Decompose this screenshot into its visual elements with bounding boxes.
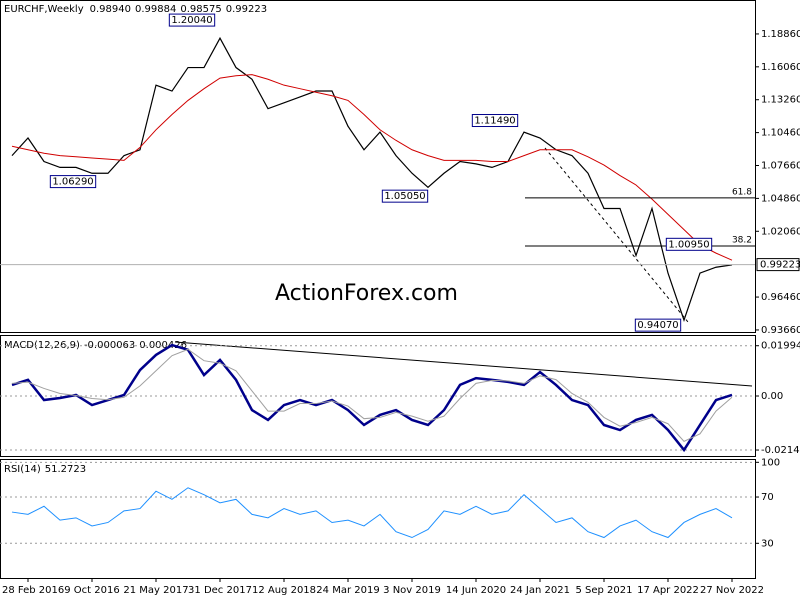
price-annotation: 1.11490 <box>474 116 515 127</box>
x-tick-label: 24 Jan 2021 <box>510 585 570 596</box>
price-annotation: 1.20040 <box>171 15 212 26</box>
x-tick-label: 9 Oct 2016 <box>64 585 119 596</box>
last-price-label: 0.99223 <box>760 260 800 271</box>
y-tick-label: 0.96460 <box>761 292 800 303</box>
price-annotation: 1.00950 <box>668 239 709 250</box>
y-tick-label: 30 <box>761 538 774 549</box>
y-tick-label: 0.019943 <box>761 341 800 352</box>
indicator-readout: 0.000426 <box>139 340 187 351</box>
y-tick-label: -0.021434 <box>761 445 800 456</box>
price-annotation: 0.94070 <box>637 320 678 331</box>
series-line <box>11 36 733 322</box>
x-tick-label: 14 Jun 2020 <box>446 585 506 596</box>
x-tick-label: 24 Mar 2019 <box>316 585 379 596</box>
series-line <box>11 343 733 453</box>
ohlc-readout: 0.99884 <box>135 4 176 15</box>
retracement-line <box>544 147 689 323</box>
price-annotation-box <box>471 114 519 128</box>
last-price-box <box>756 258 800 272</box>
price-annotation-box <box>49 175 97 189</box>
price-annotation: 1.05050 <box>384 191 425 202</box>
plot-layer: EURCHF,Weekly 0.98940 0.99884 0.98575 0.9922… <box>0 4 800 596</box>
y-tick-label: 1.02060 <box>761 226 800 237</box>
x-tick-label: 28 Feb 2016 <box>2 585 64 596</box>
y-tick-label: 0.93660 <box>761 325 800 336</box>
y-tick-label: 1.07660 <box>761 161 800 172</box>
fib-level-label: 38.2 <box>732 235 752 245</box>
indicator-readout: -0.000063 <box>84 340 135 351</box>
price-annotation-box <box>634 318 682 332</box>
indicator-readout: 51.2723 <box>45 464 86 475</box>
x-tick-label: 21 May 2017 <box>123 585 188 596</box>
y-tick-label: 1.04860 <box>761 193 800 204</box>
series-line <box>11 487 733 539</box>
x-tick-label: 5 Sep 2021 <box>575 585 632 596</box>
watermark: ActionForex.com <box>275 281 458 306</box>
y-tick-label: 1.10460 <box>761 128 800 139</box>
x-tick-label: 3 Nov 2019 <box>383 585 441 596</box>
ohlc-readout: 0.99223 <box>226 4 267 15</box>
ohlc-readout: 0.98940 <box>90 4 131 15</box>
indicator-title: RSI(14) <box>4 464 41 475</box>
price-annotation: 1.06290 <box>52 177 93 188</box>
x-tick-label: 31 Dec 2017 <box>188 585 252 596</box>
fib-level-label: 61.8 <box>732 187 752 197</box>
y-tick-label: 1.18860 <box>761 29 800 40</box>
y-tick-label: 1.13260 <box>761 95 800 106</box>
price-panel <box>0 0 756 333</box>
macd-trendline <box>174 341 753 387</box>
y-tick-label: 0.00 <box>761 391 783 402</box>
price-annotation-box <box>168 13 216 27</box>
series-line <box>11 348 733 442</box>
y-tick-label: 100 <box>761 457 780 468</box>
y-tick-label: 1.16060 <box>761 62 800 73</box>
rsi-panel <box>0 459 756 579</box>
y-tick-label: 70 <box>761 492 774 503</box>
series-line <box>11 74 733 261</box>
ohlc-readout: 0.98575 <box>180 4 221 15</box>
price-annotation-box <box>381 189 429 203</box>
x-tick-label: 17 Apr 2022 <box>637 585 699 596</box>
x-tick-label: 12 Aug 2018 <box>252 585 316 596</box>
indicator-title: MACD(12,26,9) <box>4 340 80 351</box>
chart-title: EURCHF,Weekly <box>4 4 84 15</box>
price-annotation-box <box>665 237 713 251</box>
x-tick-label: 27 Nov 2022 <box>700 585 764 596</box>
